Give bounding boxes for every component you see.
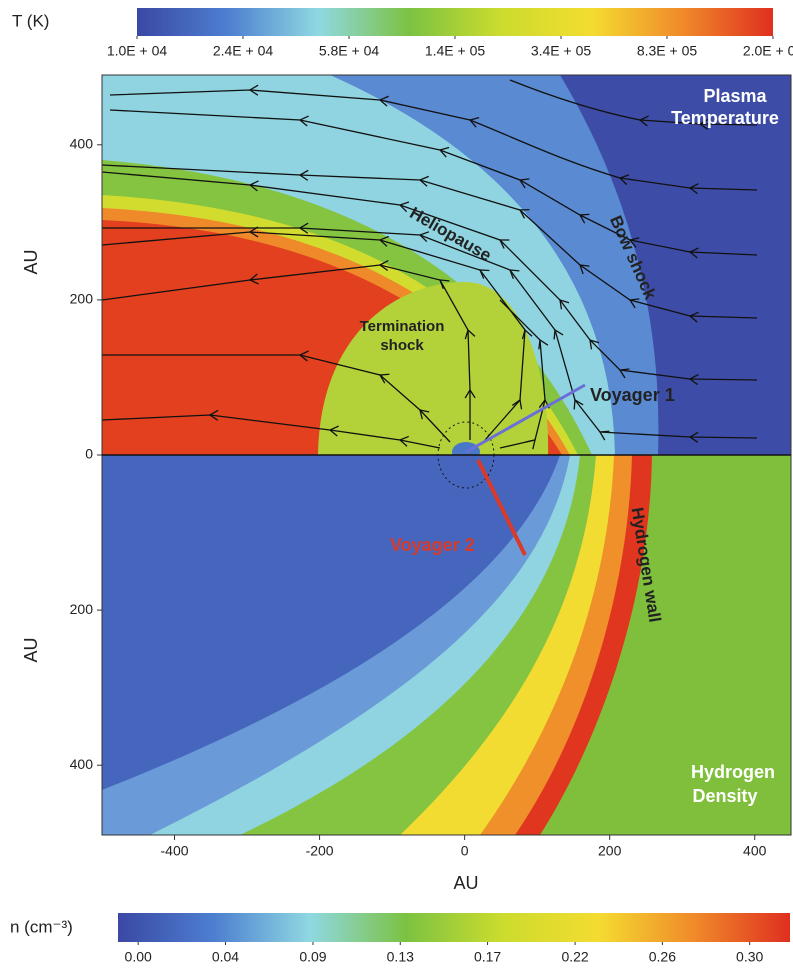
- colorbar: [137, 8, 773, 36]
- x-tick-label: 200: [598, 843, 622, 859]
- colorbar-tick-label: 0.13: [387, 949, 414, 965]
- colorbar-tick-label: 5.8E + 04: [319, 43, 380, 59]
- colorbar-tick-label: 2.0E + 06: [743, 43, 793, 59]
- y-tick-label: 200: [70, 601, 94, 617]
- colorbar-tick-label: 0.00: [125, 949, 152, 965]
- y-tick-label: 200: [70, 291, 94, 307]
- colorbar-tick-label: 0.09: [299, 949, 326, 965]
- x-tick-label: -400: [161, 843, 189, 859]
- colorbar-label: T (K): [12, 11, 49, 30]
- x-axis-label: AU: [453, 873, 478, 893]
- y-axis-label: AU: [21, 249, 41, 274]
- annotation: Voyager 1: [590, 385, 675, 405]
- colorbar-tick-label: 0.22: [561, 949, 588, 965]
- annotation: shock: [380, 337, 424, 354]
- annotation: Voyager 2: [390, 535, 475, 555]
- y-axis-label: AU: [21, 637, 41, 662]
- colorbar-tick-label: 3.4E + 05: [531, 43, 592, 59]
- colorbar-tick-label: 0.30: [736, 949, 763, 965]
- colorbar-tick-label: 8.3E + 05: [637, 43, 698, 59]
- figure: Plasma Temperature Heliopause Bow shock …: [0, 0, 793, 971]
- temperature-field: [102, 75, 791, 462]
- panel-label: Hydrogen: [691, 762, 775, 782]
- colorbar-tick-label: 0.26: [649, 949, 676, 965]
- y-tick-label: 0: [85, 446, 93, 462]
- colorbar-tick-label: 2.4E + 04: [213, 43, 274, 59]
- colorbar: [118, 913, 790, 942]
- panel-label: Density: [692, 786, 757, 806]
- x-tick-label: 0: [461, 843, 469, 859]
- y-tick-label: 400: [70, 756, 94, 772]
- x-tick-label: -200: [306, 843, 334, 859]
- colorbar-tick-label: 0.04: [212, 949, 239, 965]
- panel-label: Temperature: [671, 108, 779, 128]
- y-tick-label: 400: [70, 135, 94, 151]
- annotation: Termination: [360, 318, 445, 335]
- x-tick-label: 400: [743, 843, 767, 859]
- density-field: [102, 455, 791, 835]
- colorbar-label: n (cm⁻³): [10, 917, 73, 936]
- colorbar-tick-label: 1.0E + 04: [107, 43, 168, 59]
- colorbar-tick-label: 1.4E + 05: [425, 43, 486, 59]
- colorbar-tick-label: 0.17: [474, 949, 501, 965]
- panel-label: Plasma: [703, 86, 767, 106]
